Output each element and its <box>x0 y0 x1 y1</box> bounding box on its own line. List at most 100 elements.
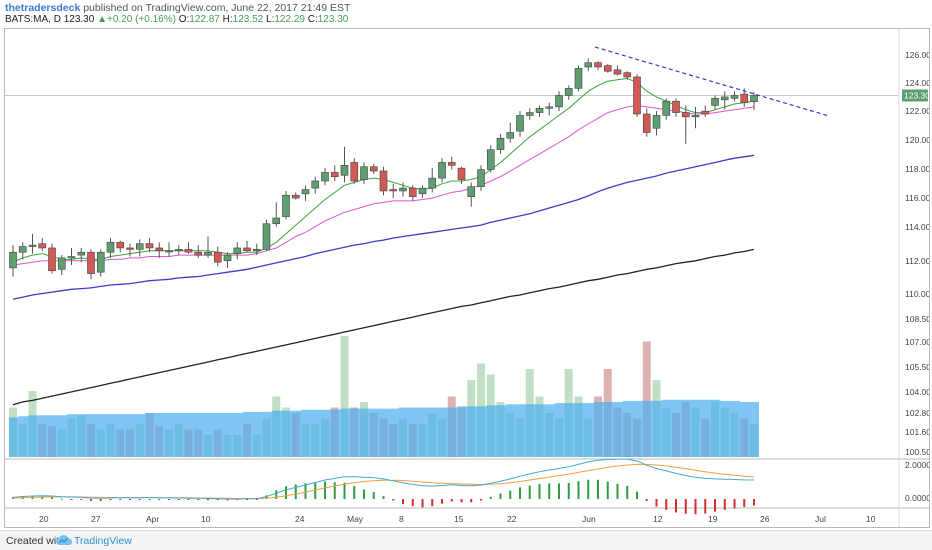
candle <box>447 156 456 170</box>
macd-histogram-bar <box>207 499 209 501</box>
macd-histogram-bar <box>450 499 453 502</box>
candle-body <box>126 247 134 250</box>
candle-body <box>516 115 524 132</box>
macd-histogram-bar <box>294 484 297 499</box>
indicator-tick-label: 2.0000 <box>905 460 929 470</box>
candle <box>135 239 144 257</box>
candle-body <box>506 132 515 139</box>
open-label: O: <box>178 14 190 25</box>
price-tick-label: 102.80 <box>905 408 929 418</box>
macd-histogram-bar <box>421 499 424 508</box>
candle-body <box>233 247 242 254</box>
candle <box>711 95 719 110</box>
candle <box>223 252 232 268</box>
candle <box>516 111 524 137</box>
macd-histogram-bar <box>382 496 385 499</box>
candle <box>438 158 446 183</box>
macd-histogram-bar <box>636 491 638 499</box>
candle <box>106 237 115 258</box>
candle-body <box>135 243 144 250</box>
time-tick-label: 22 <box>507 514 517 524</box>
price-tick-label: 107.00 <box>905 337 929 347</box>
candle-body <box>145 243 154 249</box>
macd-histogram-bar <box>304 483 307 499</box>
time-tick-label: 26 <box>760 514 770 524</box>
candle-body <box>535 108 544 113</box>
macd-histogram-bar <box>392 499 395 501</box>
tradingview-brand[interactable]: TradingView <box>74 535 132 547</box>
macd-histogram-bar <box>460 499 463 503</box>
candle-body <box>18 246 27 253</box>
macd-histogram-bar <box>665 499 668 510</box>
candle <box>428 168 437 193</box>
candle-body <box>652 115 661 129</box>
candle-body <box>408 187 417 197</box>
candle-body <box>379 170 388 192</box>
candle <box>652 111 661 136</box>
candle-body <box>67 256 76 259</box>
macd-histogram-bar <box>51 497 53 499</box>
candle <box>77 247 86 263</box>
candle <box>613 65 622 76</box>
open-value: 122.87 <box>189 14 220 25</box>
candle <box>467 182 476 207</box>
macd-histogram-bar <box>655 499 658 507</box>
candle <box>243 240 251 253</box>
candle <box>691 106 700 129</box>
candle-body <box>77 251 86 256</box>
tradingview-cloud-icon[interactable] <box>56 534 72 550</box>
author-link[interactable]: thetradersdeck <box>5 2 81 14</box>
candle <box>282 190 290 220</box>
volume-bar <box>642 341 651 457</box>
candle <box>672 98 680 117</box>
macd-histogram-bar <box>714 499 716 512</box>
candle <box>525 108 534 120</box>
macd-histogram-bar <box>314 482 317 499</box>
macd-histogram-bar <box>616 483 619 499</box>
candle <box>584 58 593 72</box>
candle-body <box>633 76 641 115</box>
candle-body <box>389 189 398 192</box>
time-tick-label: 10 <box>201 514 211 524</box>
candle <box>262 219 271 251</box>
candle <box>564 85 573 100</box>
macd-histogram-bar <box>353 485 356 499</box>
macd-histogram-bar <box>343 482 346 499</box>
price-tick-label: 116.00 <box>905 193 929 203</box>
candle <box>369 163 378 174</box>
candle-body <box>711 98 719 106</box>
macd-histogram-bar <box>519 487 521 499</box>
resistance-trendline <box>594 46 828 117</box>
macd-histogram-bar <box>70 499 73 500</box>
candle-body <box>291 194 300 199</box>
macd-histogram-bar <box>187 499 190 500</box>
candle <box>360 162 368 184</box>
macd-histogram-bar <box>597 479 599 499</box>
candle <box>535 105 544 117</box>
candle-body <box>311 180 320 189</box>
macd-histogram-bar <box>538 484 541 499</box>
change-value: +0.20 (+0.16%) <box>107 14 176 25</box>
candle <box>486 145 495 173</box>
candle <box>681 105 690 144</box>
candle-body <box>243 247 251 252</box>
candle-body <box>457 167 466 180</box>
time-tick-label: May <box>347 514 364 524</box>
candle <box>750 92 758 110</box>
sma-50-line <box>12 154 755 300</box>
price-chart[interactable]: 126.00 124.00 122.00 120.00 118.00 116.00 114.… <box>5 29 929 527</box>
candle-body <box>184 249 193 253</box>
time-tick-label: 19 <box>708 514 718 524</box>
candle <box>496 133 505 154</box>
chart-area[interactable]: 126.00 124.00 122.00 120.00 118.00 116.00 114.… <box>4 28 930 528</box>
candle-body <box>555 95 563 108</box>
macd-histogram-bar <box>109 499 112 501</box>
candle-body <box>584 62 593 68</box>
macd-histogram-bar <box>216 499 219 501</box>
candle-body <box>545 106 554 109</box>
macd-histogram-bar <box>402 499 404 505</box>
candle-body <box>496 137 505 150</box>
macd-histogram-bar <box>177 499 180 500</box>
candle <box>126 243 134 257</box>
footer-bar: Created with TradingView <box>0 530 932 550</box>
